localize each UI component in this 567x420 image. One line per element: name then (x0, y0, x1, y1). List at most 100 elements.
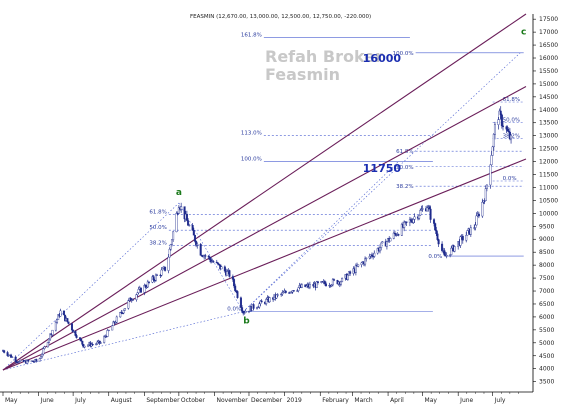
candle-body (497, 119, 500, 125)
candle-body (259, 300, 262, 304)
candle-body (323, 281, 326, 284)
candle-body (400, 224, 403, 236)
y-tick-label: 5000 (539, 340, 554, 347)
candle-body (122, 310, 125, 314)
candle-body (418, 214, 421, 219)
candle-body (292, 290, 295, 292)
candle-body (139, 287, 142, 293)
candle-body (226, 271, 229, 276)
candle-body (74, 331, 77, 336)
candle-body (46, 342, 49, 348)
candle-body (127, 300, 130, 309)
fib-level-label: 50.0% (149, 225, 166, 231)
wave-label-a: a (176, 188, 182, 198)
x-tick-label: July (494, 397, 506, 404)
candle-body (469, 227, 472, 235)
candle-body (160, 269, 163, 276)
candle-body (218, 263, 221, 265)
candle-body (106, 330, 109, 337)
candle-body (389, 238, 392, 242)
target-label-16000: 16000 (363, 52, 402, 65)
candle-body (490, 155, 493, 166)
candle-body (3, 350, 6, 353)
y-tick-label: 11500 (539, 172, 558, 179)
candle-body (175, 213, 178, 233)
candle-body (489, 164, 492, 186)
candle-body (107, 329, 110, 332)
candle-body (300, 284, 303, 288)
y-tick-label: 16500 (539, 42, 558, 49)
candle-body (505, 126, 508, 130)
y-tick-label: 14000 (539, 107, 558, 114)
y-tick-label: 12000 (539, 159, 558, 166)
watermark-line-2: Feasmin (265, 65, 340, 84)
candle-body (429, 208, 432, 220)
candle-body (236, 291, 239, 298)
candle-body (360, 262, 363, 265)
candle-body (82, 344, 85, 348)
y-tick-label: 8000 (539, 262, 554, 269)
candle-body (170, 239, 173, 245)
candle-body (19, 360, 22, 362)
candle-body (233, 279, 236, 287)
candle-body (491, 146, 494, 156)
wave-label-b: b (243, 317, 250, 327)
fib-level-label: 113.0% (241, 131, 262, 137)
candle-body (220, 266, 223, 270)
candle-body (324, 283, 327, 287)
candle-body (131, 299, 134, 301)
candle-body (357, 264, 360, 267)
candle-body (426, 207, 429, 212)
x-tick-label: 2019 (287, 397, 302, 404)
candle-body (435, 229, 438, 235)
candle-body (346, 274, 349, 280)
y-tick-label: 11000 (539, 184, 558, 191)
y-tick-label: 5500 (539, 327, 554, 334)
candle-body (18, 361, 21, 363)
candle-body (443, 250, 446, 256)
y-tick-label: 7500 (539, 275, 554, 282)
candle-body (62, 310, 65, 316)
candle-body (349, 271, 352, 274)
fib-level-label: 61.8% (149, 210, 166, 216)
candle-body (282, 292, 285, 294)
candle-body (252, 304, 255, 309)
fib-extension-label: 100.0% (393, 51, 414, 57)
candle-body (72, 329, 75, 333)
candle-body (193, 234, 196, 242)
chart-header: FEASMIN (12,670.00, 13,000.00, 12,500.00… (190, 14, 371, 20)
x-tick-label: June (40, 397, 54, 404)
candle-body (445, 255, 448, 257)
target-label-11750: 11750 (363, 162, 402, 175)
candle-body (433, 219, 436, 224)
candle-body (172, 231, 175, 241)
y-tick-label: 15500 (539, 68, 558, 75)
candle-body (147, 281, 150, 283)
candle-body (75, 335, 78, 338)
candle-body (154, 274, 157, 281)
candle-body (11, 356, 14, 358)
candle-body (364, 258, 367, 265)
y-tick-label: 4000 (539, 366, 554, 373)
candle-body (475, 215, 478, 226)
x-tick-label: April (390, 397, 404, 404)
candle-body (80, 339, 83, 342)
y-tick-label: 7000 (539, 288, 554, 295)
x-tick-label: July (74, 397, 86, 404)
candle-body (42, 348, 45, 355)
candle-body (188, 224, 191, 227)
candle-body (385, 241, 388, 247)
candle-body (434, 223, 437, 231)
candle-body (39, 356, 42, 359)
candle-body (156, 274, 159, 276)
candle-body (379, 247, 382, 252)
fib-level-label: 38.2% (149, 241, 166, 247)
candle-body (204, 255, 207, 257)
candle-body (268, 297, 271, 303)
y-tick-label: 10500 (539, 197, 558, 204)
candle-body (43, 346, 46, 349)
candle-body (49, 333, 52, 340)
candle-body (196, 243, 199, 246)
candle-body (35, 359, 38, 362)
candle-body (56, 319, 59, 323)
